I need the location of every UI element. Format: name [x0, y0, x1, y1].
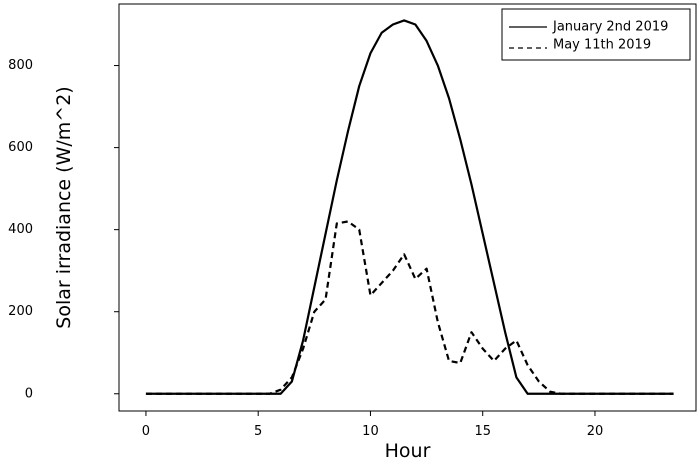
legend: January 2nd 2019 May 11th 2019: [501, 8, 691, 61]
series-line-january: [145, 19, 674, 395]
y-tick-label: 800: [8, 58, 33, 73]
plot-frame: [118, 3, 697, 412]
x-tick-label: 0: [142, 424, 150, 439]
x-tick-label: 10: [362, 424, 379, 439]
x-tick-label: 20: [587, 424, 604, 439]
x-tick-label: 5: [254, 424, 262, 439]
y-axis-label: Solar irradiance (W/m^2): [53, 86, 75, 328]
y-tick-label: 0: [25, 386, 33, 401]
y-tick-label: 600: [8, 140, 33, 155]
x-tick-label: 15: [474, 424, 491, 439]
y-tick-label: 400: [8, 222, 33, 237]
legend-label-january: January 2nd 2019: [552, 20, 668, 35]
legend-box: [501, 8, 691, 61]
series-line-may: [145, 220, 674, 395]
y-tick-label: 200: [8, 304, 33, 319]
x-axis-ticks: 0 5 10 15 20: [142, 411, 603, 439]
x-axis-label: Hour: [385, 440, 431, 462]
legend-label-may: May 11th 2019: [553, 38, 651, 53]
series-layer: [145, 19, 674, 395]
y-axis-ticks: 0 200 400 600 800: [8, 58, 119, 401]
